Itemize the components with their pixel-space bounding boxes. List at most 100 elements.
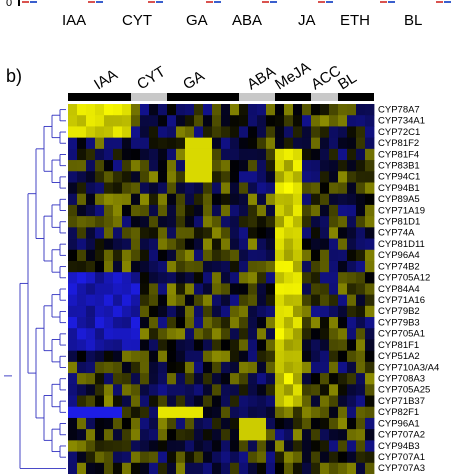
heatmap-cell [293, 171, 303, 183]
heatmap-cell [68, 395, 78, 408]
heatmap-cell [329, 406, 339, 419]
heatmap-cell [257, 294, 267, 307]
heatmap-cell [140, 328, 150, 340]
heatmap-cell [338, 339, 348, 352]
heatmap-cell [257, 148, 267, 161]
heatmap-cell [140, 350, 150, 363]
heatmap-cell [203, 305, 213, 318]
heatmap-cell [203, 182, 213, 195]
heatmap-cell [248, 350, 258, 363]
heatmap-cell [140, 305, 150, 318]
heatmap-cell [185, 272, 195, 284]
heatmap-cell [95, 339, 105, 352]
heatmap-cell [104, 328, 114, 340]
heatmap-cell [365, 440, 375, 452]
heatmap-cell [275, 126, 285, 139]
heatmap-cell [347, 350, 357, 363]
heatmap-cell [248, 373, 258, 385]
heatmap-cell [338, 395, 348, 408]
row-label: CYP94B1 [378, 183, 420, 194]
heatmap-cell [248, 216, 258, 228]
heatmap-cell [329, 350, 339, 363]
heatmap-cell [176, 272, 186, 284]
heatmap-cell [248, 440, 258, 452]
heatmap-cell [248, 104, 258, 116]
heatmap-cell [104, 137, 114, 150]
row-label: CYP707A3 [378, 463, 425, 474]
heatmap-cell [347, 406, 357, 419]
heatmap-cell [131, 249, 141, 262]
heatmap-cell [329, 126, 339, 139]
heatmap-cell [212, 462, 222, 474]
heatmap-cell [185, 260, 195, 273]
heatmap-cell [257, 260, 267, 273]
heatmap-cell [338, 171, 348, 183]
heatmap-cell [212, 216, 222, 228]
heatmap-cell [320, 272, 330, 284]
heatmap-cell [176, 406, 186, 419]
heatmap-cell [104, 182, 114, 195]
heatmap-cell [248, 204, 258, 217]
heatmap-cell [302, 429, 312, 441]
heatmap-cell [293, 148, 303, 161]
heatmap-cell [95, 137, 105, 150]
heatmap-cell [149, 361, 159, 374]
heatmap-cell [365, 238, 375, 251]
heatmap-cell [239, 395, 249, 408]
heatmap-cell [86, 440, 96, 452]
heatmap-cell [203, 283, 213, 296]
heatmap-cell [293, 317, 303, 329]
category-label-iaa: IAA [62, 12, 87, 29]
heatmap-cell [167, 339, 177, 352]
heatmap-cell [68, 204, 78, 217]
heatmap-cell [239, 193, 249, 206]
heatmap-cell [239, 160, 249, 172]
heatmap-cell [140, 373, 150, 385]
heatmap-cell [113, 361, 123, 374]
heatmap-cell [329, 339, 339, 352]
heatmap-cell [266, 417, 276, 430]
heatmap-cell [275, 148, 285, 161]
heatmap-cell [158, 395, 168, 408]
heatmap-cell [239, 238, 249, 251]
heatmap-cell [158, 238, 168, 251]
heatmap-cell [122, 373, 132, 385]
heatmap-cell [284, 227, 294, 239]
heatmap-cell [266, 406, 276, 419]
heatmap-cell [275, 384, 285, 396]
heatmap-cell [284, 350, 294, 363]
heatmap-cell [203, 104, 213, 116]
heatmap-cell [338, 384, 348, 396]
heatmap-cell [149, 137, 159, 150]
heatmap-cell [104, 204, 114, 217]
heatmap-cell [239, 216, 249, 228]
heatmap-cell [347, 429, 357, 441]
heatmap-cell [194, 104, 204, 116]
heatmap-cell [77, 339, 87, 352]
heatmap-cell [311, 182, 321, 195]
heatmap-cell [68, 260, 78, 273]
heatmap-cell [140, 440, 150, 452]
heatmap-cell [347, 182, 357, 195]
heatmap-cell [86, 182, 96, 195]
heatmap-cell [113, 249, 123, 262]
heatmap-cell [158, 126, 168, 139]
group-label-cyt: CYT [134, 63, 168, 93]
heatmap-cell [194, 216, 204, 228]
heatmap-cell [311, 440, 321, 452]
heatmap-cell [194, 193, 204, 206]
heatmap-cell [149, 462, 159, 474]
axis-tick-bar [148, 1, 155, 3]
heatmap-cell [347, 328, 357, 340]
heatmap-cell [113, 406, 123, 419]
heatmap-cell [365, 249, 375, 262]
heatmap-cell [131, 260, 141, 273]
heatmap-cell [185, 440, 195, 452]
heatmap-cell [194, 126, 204, 139]
heatmap-cell [320, 294, 330, 307]
heatmap-cell [293, 126, 303, 139]
row-label: CYP705A1 [378, 329, 425, 340]
heatmap-cell [356, 272, 366, 284]
heatmap-cell [176, 440, 186, 452]
heatmap-cell [329, 204, 339, 217]
